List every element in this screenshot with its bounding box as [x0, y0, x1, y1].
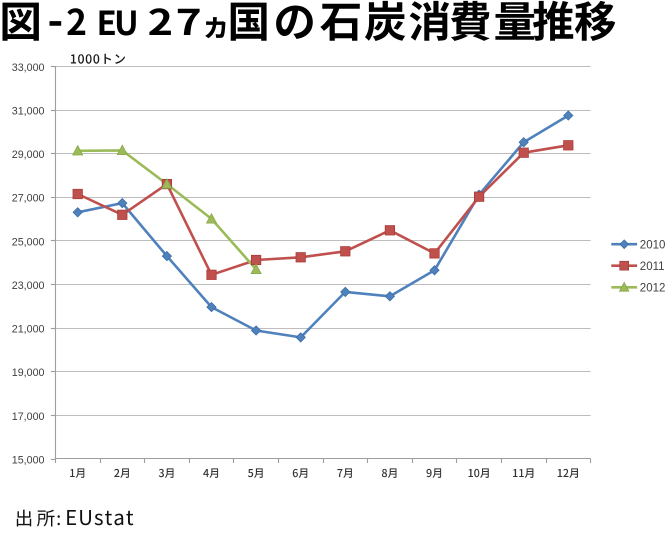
svg-text:15,000: 15,000: [12, 454, 45, 466]
svg-text:2010: 2010: [640, 239, 666, 251]
svg-text:25,000: 25,000: [12, 236, 45, 248]
svg-text:29,000: 29,000: [12, 149, 45, 161]
svg-text:17,000: 17,000: [12, 411, 45, 423]
svg-text:21,000: 21,000: [12, 324, 45, 336]
svg-text:2011: 2011: [640, 261, 665, 273]
svg-text:31,000: 31,000: [12, 106, 45, 118]
svg-text:27,000: 27,000: [12, 193, 45, 205]
svg-text:33,000: 33,000: [12, 62, 45, 74]
svg-text:2012: 2012: [640, 282, 666, 294]
svg-text:19,000: 19,000: [12, 367, 45, 379]
svg-text:23,000: 23,000: [12, 280, 45, 292]
